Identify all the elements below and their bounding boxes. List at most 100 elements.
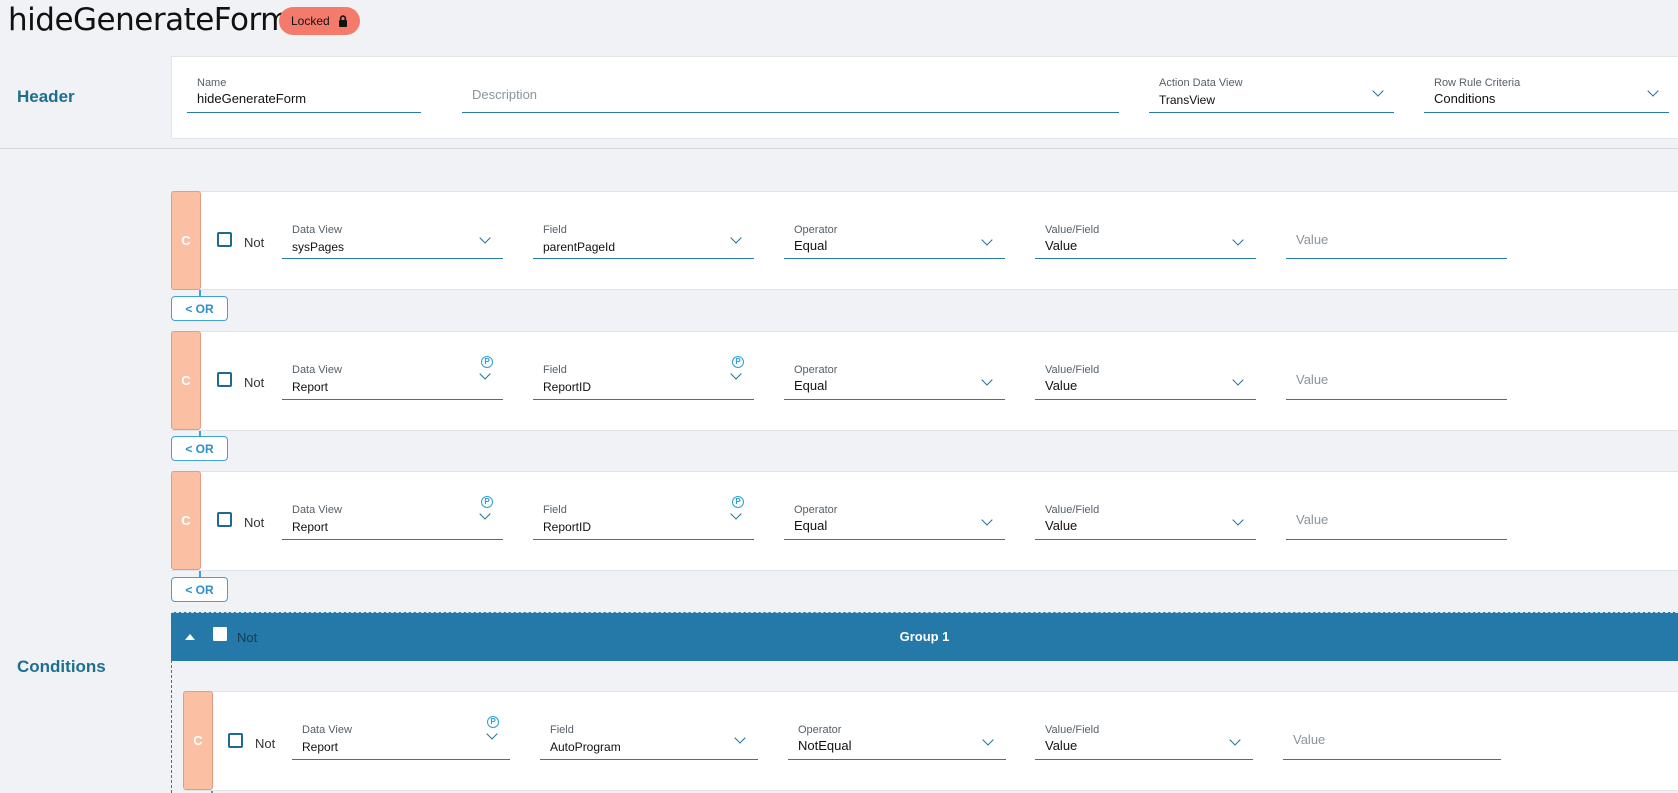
not-label: Not [244, 375, 265, 390]
parameter-icon[interactable]: P [732, 496, 744, 508]
parameter-icon[interactable]: P [481, 496, 493, 508]
value-placeholder: Value [1296, 232, 1329, 247]
field-value: ReportID [543, 380, 592, 394]
operator-select[interactable]: Operator Equal [784, 224, 1005, 259]
or-button[interactable]: < OR [171, 436, 228, 461]
operator-value: Equal [794, 238, 828, 253]
field-label: Field [543, 504, 567, 516]
value-field-value: Value [1045, 518, 1078, 533]
operator-label: Operator [794, 504, 838, 516]
operator-label: Operator [794, 224, 838, 236]
chevron-down-icon [1232, 374, 1244, 386]
value-field-value: Value [1045, 238, 1078, 253]
action-data-view-value: TransView [1159, 93, 1216, 107]
not-checkbox[interactable] [217, 372, 232, 387]
chevron-down-icon [1372, 85, 1384, 97]
data-view-label: Data View [292, 224, 342, 236]
operator-select[interactable]: Operator Equal [784, 504, 1005, 540]
condition-tab[interactable]: C [183, 691, 213, 790]
field-value: ReportID [543, 520, 592, 534]
or-button[interactable]: < OR [171, 296, 228, 321]
field-select[interactable]: Field parentPageId [533, 224, 754, 259]
name-field[interactable]: Name hideGenerateForm [187, 77, 421, 113]
value-field-select[interactable]: Value/Field Value [1035, 364, 1256, 400]
operator-value: Equal [794, 378, 828, 393]
value-field-select[interactable]: Value/Field Value [1035, 724, 1253, 760]
header-section-label: Header [17, 87, 75, 106]
value-field-select[interactable]: Value/Field Value [1035, 224, 1256, 259]
chevron-down-icon [1229, 734, 1241, 746]
or-button[interactable]: < OR [171, 577, 228, 602]
value-field-value: Value [1045, 738, 1078, 753]
value-field-label: Value/Field [1045, 224, 1100, 236]
data-view-select[interactable]: Data View Report [292, 724, 510, 760]
value-field-select[interactable]: Value/Field Value [1035, 504, 1256, 540]
chevron-down-icon [981, 234, 993, 246]
action-data-view-label: Action Data View [1159, 77, 1243, 89]
field-label: Field [543, 224, 567, 236]
parameter-icon[interactable]: P [487, 716, 499, 728]
locked-label: Locked [291, 14, 330, 28]
condition-row [171, 331, 1678, 431]
data-view-value: Report [302, 740, 339, 754]
value-input[interactable]: Value [1283, 724, 1501, 760]
not-checkbox[interactable] [228, 733, 243, 748]
value-input[interactable]: Value [1286, 504, 1507, 540]
row-rule-criteria-value: Conditions [1434, 91, 1496, 106]
group-not-checkbox[interactable] [213, 627, 227, 641]
description-field[interactable]: Description [462, 77, 1119, 113]
chevron-down-icon [479, 232, 491, 244]
value-placeholder: Value [1296, 372, 1329, 387]
chevron-down-icon [1647, 85, 1659, 97]
data-view-select[interactable]: Data View sysPages [282, 224, 503, 259]
condition-row [183, 691, 1678, 791]
operator-label: Operator [794, 364, 838, 376]
field-value: parentPageId [543, 240, 616, 254]
chevron-down-icon [734, 732, 746, 744]
data-view-select[interactable]: Data View Report [282, 504, 503, 540]
chevron-down-icon [479, 508, 491, 520]
operator-value: NotEqual [798, 738, 852, 753]
group-not-label: Not [237, 630, 258, 645]
row-rule-criteria-label: Row Rule Criteria [1434, 77, 1521, 89]
chevron-down-icon [1232, 514, 1244, 526]
not-checkbox[interactable] [217, 232, 232, 247]
not-label: Not [244, 515, 265, 530]
collapse-caret-icon[interactable] [185, 634, 195, 640]
operator-select[interactable]: Operator Equal [784, 364, 1005, 400]
field-select[interactable]: Field ReportID [533, 364, 754, 400]
data-view-value: Report [292, 520, 329, 534]
field-select[interactable]: Field ReportID [533, 504, 754, 540]
page-title: hideGenerateForm [8, 2, 290, 38]
chevron-down-icon [730, 368, 742, 380]
operator-value: Equal [794, 518, 828, 533]
chevron-down-icon [730, 232, 742, 244]
chevron-down-icon [730, 508, 742, 520]
value-input[interactable]: Value [1286, 224, 1507, 259]
action-data-view-select[interactable]: Action Data View TransView [1149, 77, 1394, 113]
not-checkbox[interactable] [217, 512, 232, 527]
condition-tab[interactable]: C [171, 191, 201, 290]
value-field-label: Value/Field [1045, 364, 1100, 376]
group-title: Group 1 [899, 629, 950, 644]
data-view-value: sysPages [292, 240, 345, 254]
condition-row [171, 471, 1678, 571]
data-view-label: Data View [292, 504, 342, 516]
data-view-select[interactable]: Data View Report [282, 364, 503, 400]
operator-label: Operator [798, 724, 842, 736]
parameter-icon[interactable]: P [732, 356, 744, 368]
value-field-label: Value/Field [1045, 724, 1100, 736]
row-rule-criteria-select[interactable]: Row Rule Criteria Conditions [1424, 77, 1669, 113]
parameter-icon[interactable]: P [481, 356, 493, 368]
condition-tab[interactable]: C [171, 471, 201, 570]
name-value: hideGenerateForm [197, 91, 307, 106]
name-label: Name [197, 77, 227, 89]
value-input[interactable]: Value [1286, 364, 1507, 400]
description-placeholder: Description [472, 87, 538, 102]
field-select[interactable]: Field AutoProgram [540, 724, 758, 760]
chevron-down-icon [982, 734, 994, 746]
value-placeholder: Value [1296, 512, 1329, 527]
field-label: Field [543, 364, 567, 376]
operator-select[interactable]: Operator NotEqual [788, 724, 1006, 760]
condition-tab[interactable]: C [171, 331, 201, 430]
